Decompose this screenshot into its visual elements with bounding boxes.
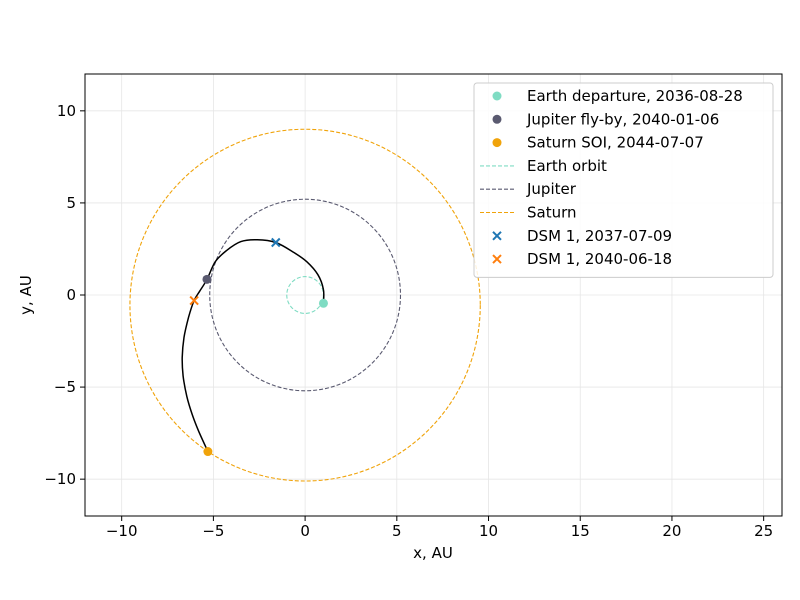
event-marker-4 <box>189 295 199 306</box>
x-tick-label: 15 <box>571 522 590 540</box>
legend-label-3: Earth orbit <box>527 157 607 175</box>
x-tick-label: 5 <box>392 522 402 540</box>
legend: Earth departure, 2036-08-28 Jupiter fly-b… <box>473 82 774 278</box>
y-axis-label: y, AU <box>17 275 35 315</box>
x-tick-label: 0 <box>300 522 310 540</box>
event-markers <box>189 237 328 457</box>
x-tick-label: −5 <box>202 522 224 540</box>
x-tick-label: 25 <box>754 522 773 540</box>
orbit-saturn <box>129 128 481 482</box>
x-tick-label: 20 <box>662 522 681 540</box>
legend-box <box>473 82 774 278</box>
ticks: −10 −5 0 5 10 15 20 25 −10 −5 0 5 10 <box>44 102 773 540</box>
event-marker-1 <box>202 274 212 284</box>
legend-swatch-6 <box>492 231 502 241</box>
legend-label-4: Jupiter <box>526 180 577 198</box>
event-marker-3 <box>271 237 281 248</box>
x-tick-label: −10 <box>106 522 138 540</box>
legend-label-0: Earth departure, 2036-08-28 <box>527 87 743 105</box>
x-tick-label: 10 <box>479 522 498 540</box>
legend-swatch-7 <box>492 254 502 264</box>
legend-swatch-1 <box>492 114 502 124</box>
y-tick-label: 5 <box>66 194 76 212</box>
legend-label-5: Saturn <box>527 204 577 222</box>
y-tick-label: 0 <box>66 286 76 304</box>
y-tick-label: −10 <box>44 470 76 488</box>
legend-swatch-0 <box>492 91 502 101</box>
event-marker-2 <box>203 447 213 457</box>
event-marker-0 <box>318 298 328 308</box>
legend-label-7: DSM 1, 2040-06-18 <box>527 250 672 268</box>
x-axis-label: x, AU <box>413 544 453 562</box>
legend-label-1: Jupiter fly-by, 2040-01-06 <box>526 110 719 128</box>
legend-label-6: DSM 1, 2037-07-09 <box>527 227 672 245</box>
trajectory-line <box>181 238 325 452</box>
legend-label-2: Saturn SOI, 2044-07-07 <box>527 134 704 152</box>
trajectory <box>181 238 325 452</box>
y-tick-label: −5 <box>54 378 76 396</box>
orbit-jupiter <box>209 198 402 392</box>
legend-swatch-2 <box>492 138 502 148</box>
y-tick-label: 10 <box>57 102 76 120</box>
